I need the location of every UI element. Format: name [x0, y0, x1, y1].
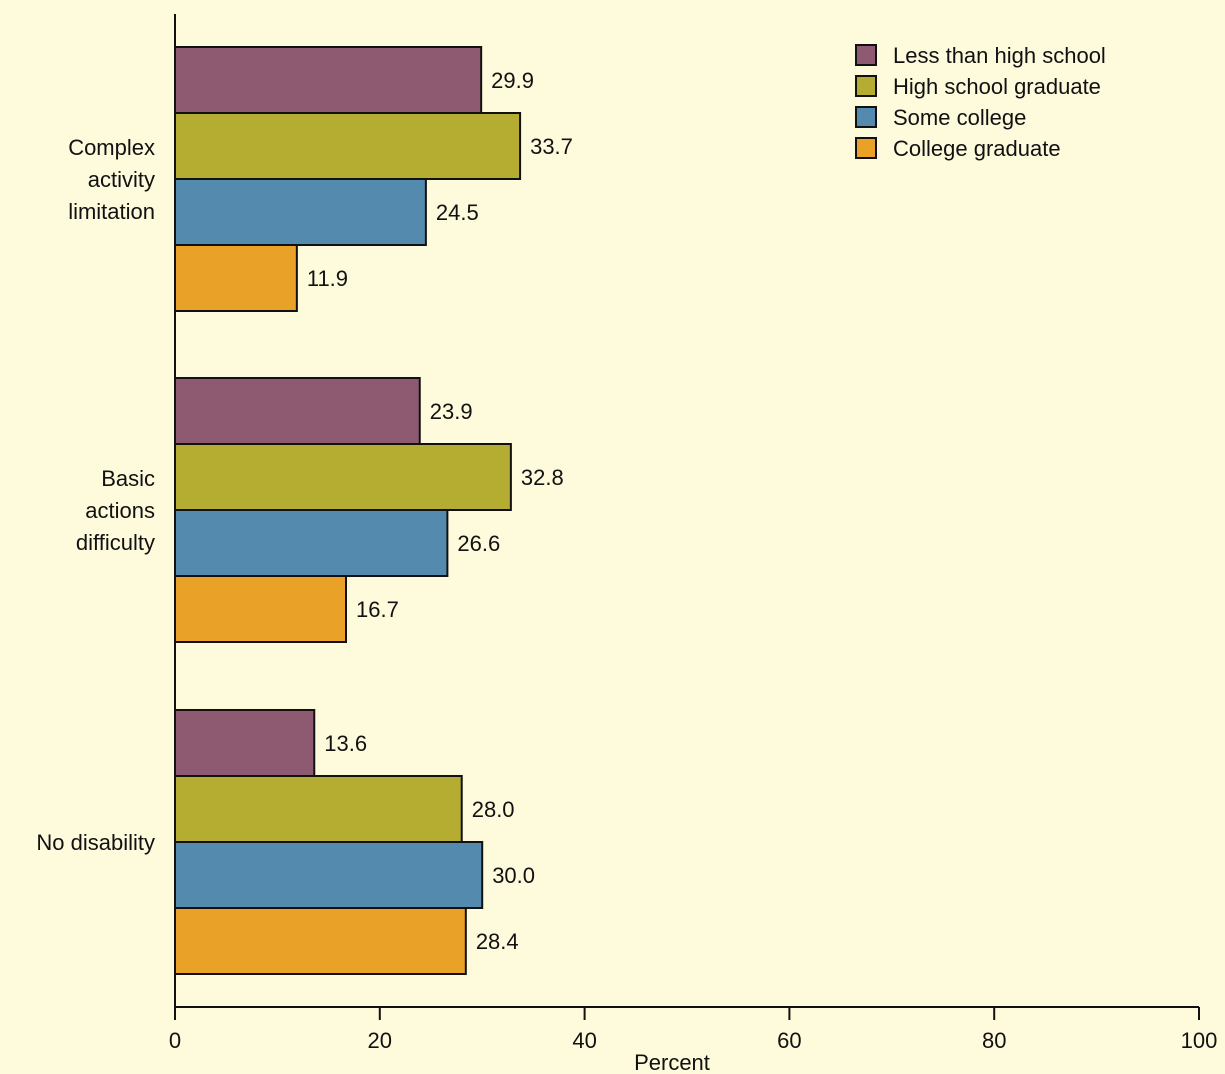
data-label: 11.9 [307, 266, 348, 291]
data-label: 24.5 [436, 200, 479, 225]
legend-swatch [855, 106, 877, 128]
x-tick-label: 60 [777, 1028, 801, 1053]
data-label: 13.6 [324, 731, 367, 756]
legend-label: High school graduate [893, 74, 1101, 99]
bar [174, 709, 316, 777]
category-labels-group: Complex activity limitation Basic actions dif… [36, 135, 155, 855]
legend: Less than high school High school graduat… [855, 43, 1106, 161]
legend-swatch [855, 44, 877, 66]
x-tick-label: 0 [169, 1028, 181, 1053]
data-label: 28.4 [476, 929, 519, 954]
bars-group [174, 46, 522, 975]
bar [174, 575, 348, 643]
data-label: 32.8 [521, 465, 564, 490]
data-label: 29.9 [491, 68, 534, 93]
data-label: 23.9 [430, 399, 473, 424]
data-label: 16.7 [356, 597, 399, 622]
bar [174, 907, 467, 975]
legend-label: Less than high school [893, 43, 1106, 68]
data-label: 28.0 [472, 797, 515, 822]
x-tick-label: 80 [982, 1028, 1006, 1053]
x-ticks-group: 0 20 40 60 80 100 [169, 1007, 1217, 1053]
data-labels-group: 29.9 33.7 24.5 11.9 23.9 32.8 26.6 16.7 13.6 28.0… [307, 68, 573, 954]
x-tick-label: 100 [1181, 1028, 1218, 1053]
bar [174, 509, 449, 577]
data-label: 30.0 [492, 863, 535, 888]
bar [174, 46, 483, 114]
category-label: Complex activity limitation [68, 135, 155, 224]
legend-label: Some college [893, 105, 1026, 130]
legend-swatch [855, 75, 877, 97]
bar [174, 841, 484, 909]
bar [174, 443, 512, 511]
bar [174, 377, 421, 445]
category-label: No disability [36, 830, 155, 855]
x-tick-label: 40 [572, 1028, 596, 1053]
data-label: 26.6 [457, 531, 500, 556]
legend-swatch [855, 137, 877, 159]
bar [174, 112, 522, 180]
x-axis-title: Percent [634, 1050, 710, 1074]
legend-label: College graduate [893, 136, 1061, 161]
bar [174, 178, 427, 246]
x-tick-label: 20 [368, 1028, 392, 1053]
data-label: 33.7 [530, 134, 573, 159]
axes-group [174, 14, 1199, 1008]
bar [174, 775, 463, 843]
bar [174, 244, 298, 312]
category-label: Basic actions difficulty [76, 466, 155, 555]
